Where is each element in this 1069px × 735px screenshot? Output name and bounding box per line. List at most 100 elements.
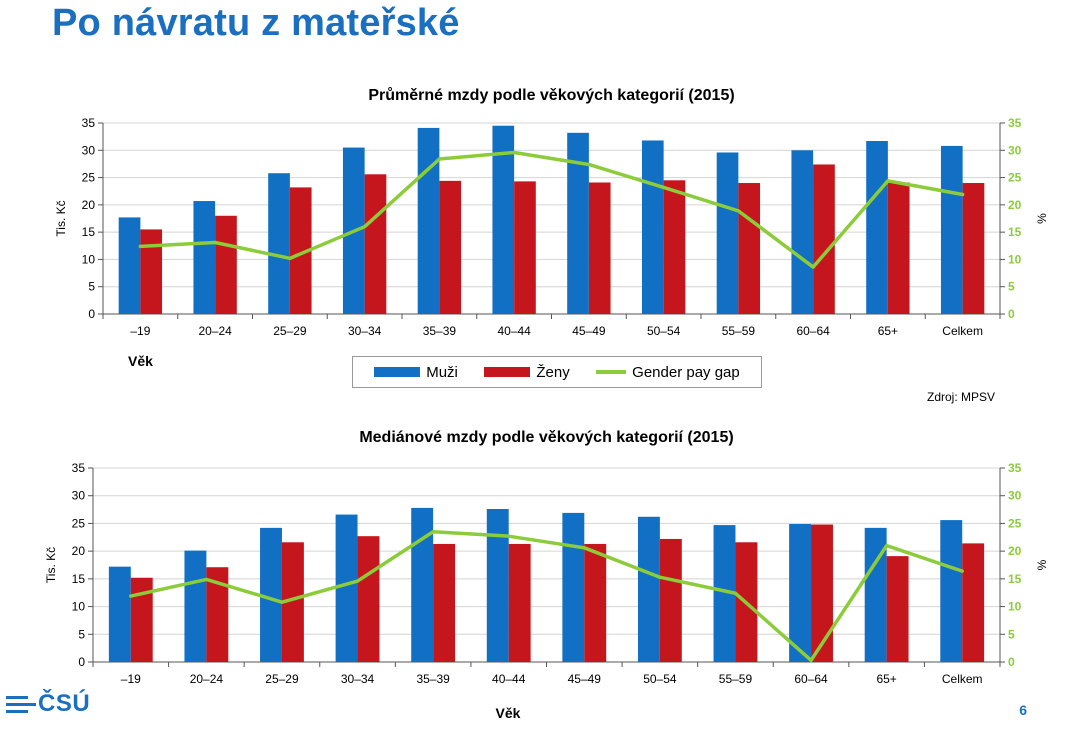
line-swatch-icon [596,370,627,374]
gender-pay-gap-point [213,241,217,245]
bar-zeny [439,180,462,314]
gender-pay-gap-point [736,209,740,213]
y-tick-label: 15 [72,572,86,586]
x-tick-label: 35–39 [416,672,450,686]
bar-muzi [486,509,509,662]
bar-muzi [940,145,963,314]
x-tick-label: Celkem [942,672,983,686]
bar-muzi [866,141,888,314]
bar-zeny [886,556,909,662]
y2-tick-label: 0 [1008,307,1015,321]
bar-muzi [637,516,660,662]
bar-muzi [789,523,812,662]
y2-tick-label: 35 [1008,116,1022,130]
bar-zeny [364,174,387,314]
source-note: Zdroj: MPSV [926,390,995,404]
gender-pay-gap-point [431,530,435,534]
bar-muzi [118,217,141,314]
y2-tick-label: 10 [1008,600,1022,614]
bar-zeny [962,183,985,314]
average-wage-chart: Průměrné mzdy podle věkových kategorií (… [54,87,1049,369]
bar-muzi [184,550,207,662]
y-tick-label: 25 [72,516,86,530]
x-tick-label: 45–49 [572,324,606,338]
x-tick-label: 30–34 [341,672,375,686]
bar-muzi [335,514,358,662]
gender-pay-gap-point [658,575,662,579]
bar-zeny [130,577,153,662]
y2-tick-label: 5 [1008,627,1015,641]
y2-tick-label: 5 [1008,280,1015,294]
y-tick-label: 5 [78,627,85,641]
x-tick-label: 55–59 [722,324,756,338]
y-tick-label: 30 [82,143,96,157]
y-tick-label: 0 [88,307,95,321]
x-tick-label: 55–59 [719,672,753,686]
bar-zeny [584,543,607,662]
bar-zeny [588,182,611,314]
x-tick-label: 65+ [876,672,896,686]
legend-label-gender-gap: Gender pay gap [632,363,740,381]
gender-pay-gap-point [961,192,965,196]
legend-item-zeny: Ženy [484,364,570,381]
y2-tick-label: 20 [1008,544,1022,558]
legend-item-gender-gap: Gender pay gap [596,364,740,381]
bar-muzi [492,125,515,314]
gender-pay-gap-point [662,185,666,189]
x-tick-label: 30–34 [348,324,382,338]
gender-pay-gap-point [138,244,142,248]
bar-swatch-icon [374,367,421,377]
y2-tick-label: 35 [1008,461,1022,475]
bar-muzi [791,150,814,314]
y-tick-label: 15 [82,225,96,239]
gender-pay-gap-point [582,546,586,550]
gender-pay-gap-point [204,577,208,581]
gender-pay-gap-point [512,150,516,154]
y-tick-label: 30 [72,489,86,503]
gender-pay-gap-point [280,600,284,604]
bar-muzi [713,525,736,662]
bar-zeny [140,229,163,314]
y-tick-label: 10 [82,252,96,266]
csu-logo: ČSÚ [6,690,90,718]
x-tick-label: 65+ [878,324,898,338]
y2-tick-label: 25 [1008,171,1022,185]
gender-pay-gap-point [886,179,890,183]
bar-muzi [417,127,440,314]
bar-muzi [567,132,589,314]
chart-legend: Muži Ženy Gender pay gap [352,356,762,388]
bar-zeny [659,538,682,662]
gender-pay-gap-point [363,225,367,229]
y-tick-label: 25 [82,171,96,185]
bar-muzi [940,520,963,662]
page-number: 6 [1019,702,1027,718]
bar-muzi [260,527,282,662]
y-axis-label: Tis. Kč [54,200,68,236]
bar-zeny [962,543,985,662]
x-tick-label: 45–49 [568,672,602,686]
bar-zeny [433,543,456,662]
y2-tick-label: 0 [1008,655,1015,669]
x-tick-label: 50–54 [647,324,681,338]
page-title: Po návratu z mateřské [52,2,460,44]
x-tick-label: Celkem [942,324,983,338]
gender-pay-gap-point [809,658,813,662]
x-tick-label: 25–29 [273,324,307,338]
gender-pay-gap-point [437,157,441,161]
x-tick-label: –19 [130,324,150,338]
x-tick-label: 40–44 [497,324,531,338]
x-tick-label: 40–44 [492,672,526,686]
bar-zeny [508,543,531,662]
y2-tick-label: 30 [1008,143,1022,157]
y2-tick-label: 15 [1008,572,1022,586]
gender-pay-gap-point [288,256,292,260]
bar-zeny [357,536,380,662]
gender-pay-gap-point [811,265,815,269]
y-tick-label: 20 [82,198,96,212]
x-tick-label: 20–24 [198,324,232,338]
bar-zeny [663,180,686,314]
y2-tick-label: 10 [1008,252,1022,266]
x-axis-label: Věk [496,705,521,721]
y2-axis-label: % [1035,559,1049,570]
y-tick-label: 35 [72,461,86,475]
